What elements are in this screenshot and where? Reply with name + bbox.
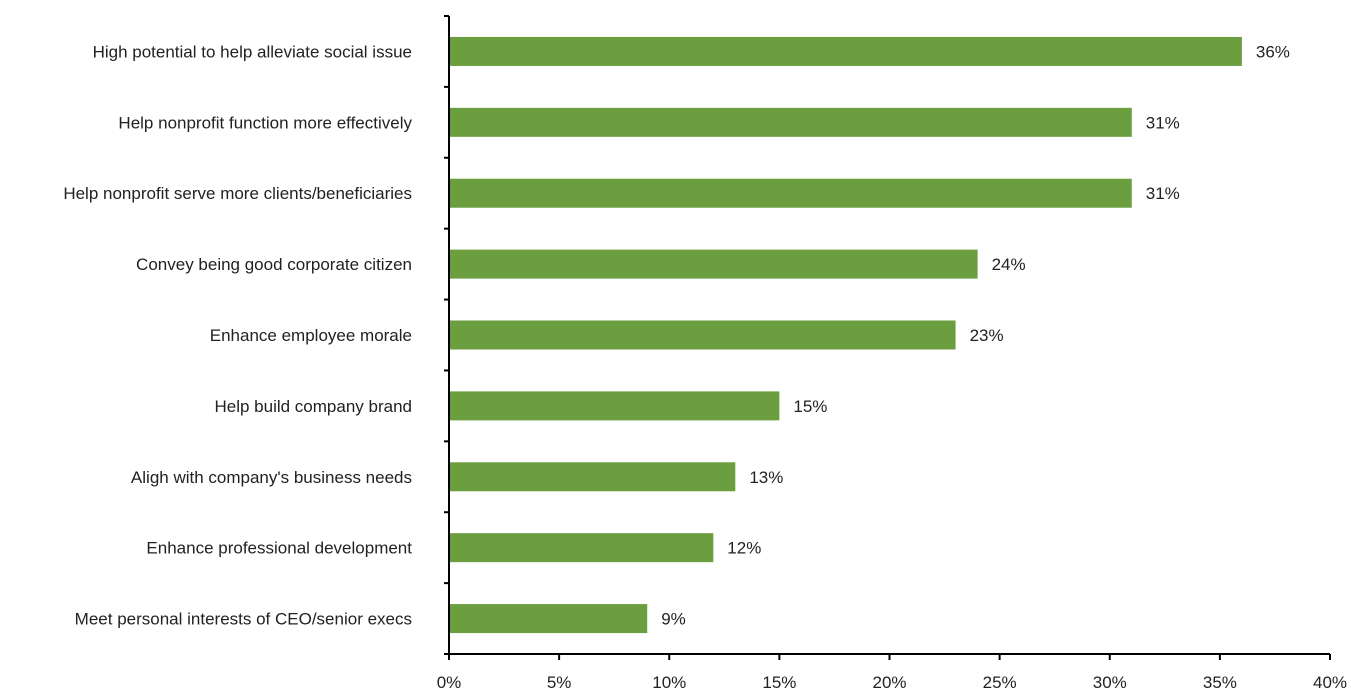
value-label: 31%: [1146, 184, 1180, 203]
axes: [444, 15, 1331, 660]
labels: 0% 5% 10% 15% 20% 25% 30% 35% 40% High potential …: [63, 42, 1347, 692]
x-tick-label: 15%: [762, 673, 796, 692]
bar: [450, 178, 1132, 208]
bar: [450, 107, 1132, 137]
x-tick-label: 5%: [547, 673, 572, 692]
bar: [450, 533, 714, 563]
category-label: Enhance employee morale: [210, 326, 412, 345]
category-label: Convey being good corporate citizen: [136, 255, 412, 274]
category-label: Aligh with company's business needs: [131, 468, 412, 487]
x-tick-label: 20%: [872, 673, 906, 692]
bar: [450, 391, 780, 421]
bar: [450, 320, 956, 350]
category-label: Help nonprofit function more effectively: [118, 113, 412, 132]
bar: [450, 462, 736, 492]
bar: [450, 249, 978, 279]
value-label: 36%: [1256, 42, 1290, 61]
value-label: 15%: [793, 397, 827, 416]
value-label: 13%: [749, 468, 783, 487]
x-tick-label: 25%: [983, 673, 1017, 692]
bar: [450, 604, 648, 634]
value-label: 23%: [970, 326, 1004, 345]
value-label: 12%: [727, 539, 761, 558]
category-label: Enhance professional development: [146, 539, 412, 558]
value-label: 24%: [992, 255, 1026, 274]
value-label: 31%: [1146, 113, 1180, 132]
category-label: Help nonprofit serve more clients/benefi…: [63, 184, 412, 203]
x-tick-label: 30%: [1093, 673, 1127, 692]
x-tick-label: 35%: [1203, 673, 1237, 692]
bars: [450, 36, 1242, 634]
x-tick-label: 40%: [1313, 673, 1347, 692]
x-tick-label: 10%: [652, 673, 686, 692]
category-label: Help build company brand: [214, 397, 412, 416]
category-label: Meet personal interests of CEO/senior ex…: [75, 610, 412, 629]
category-label: High potential to help alleviate social …: [93, 42, 412, 61]
x-tick-label: 0%: [437, 673, 462, 692]
bar: [450, 36, 1242, 66]
value-label: 9%: [661, 610, 686, 629]
